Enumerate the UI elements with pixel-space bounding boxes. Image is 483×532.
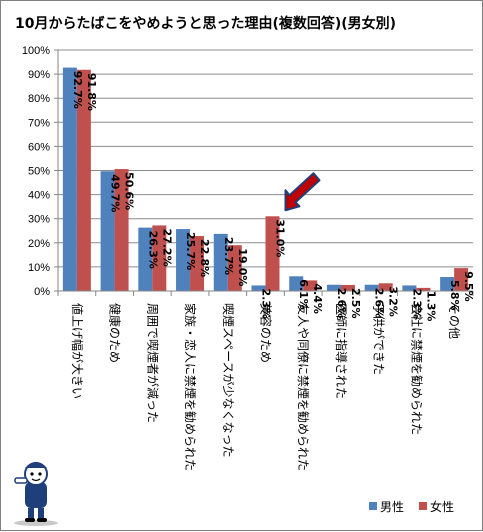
data-label: 92.7% [71,71,84,109]
data-label: 19.0% [236,248,249,286]
bar-male [100,171,115,291]
data-label: 2.6% [335,288,348,319]
legend-label: 女性 [430,499,454,514]
data-label: 1.3% [424,291,437,322]
y-tick-label: 10% [28,262,50,274]
mascot-illustration [14,462,58,526]
data-label: 23.7% [222,237,235,275]
y-tick-label: 50% [28,166,50,178]
bar-male [364,284,379,291]
category-label: 喫煙スペースが少なくなった [221,303,236,458]
highlight-arrow [284,172,321,212]
bar-female [76,69,91,292]
category-labels: 値上げ幅が大きい 健康のため 周囲で喫煙者が減った 家族・恋人に禁煙を勧められた 喫煙ス… [70,303,461,471]
bars [62,67,469,292]
bar-male [62,67,77,291]
y-tick-label: 90% [28,69,50,81]
data-label: 26.3% [146,231,159,269]
y-tick-label: 0% [34,286,50,298]
data-labels: 92.7% 49.7% 26.3% 25.7% 23.7% 2.3% 6.1% 2.6% 2.6… [71,71,475,322]
category-label: 医師に指導された [334,303,349,399]
data-label: 9.5% [462,271,475,302]
bar-female [303,280,318,291]
chart-title: 10月からたばこをやめようと思った理由(複数回答)(男女別) [15,15,396,32]
data-label: 2.3% [410,288,423,319]
data-label: 25.7% [184,232,197,270]
bar-female [416,287,431,291]
bar-female [190,236,205,291]
bar-male [440,277,455,291]
data-label: 5.8% [448,280,461,311]
data-label: 2.6% [373,288,386,319]
y-axis: 0% 10% 20% 30% 40% 50% 60% 70% 80% 90% 100% [22,45,59,298]
data-label: 2.5% [349,288,362,319]
category-label: 美容のため [259,303,274,363]
bar-female [378,283,393,291]
bar-female [152,225,167,291]
y-tick-label: 60% [28,141,50,153]
legend-swatch [369,502,377,510]
y-tick-label: 100% [22,45,50,57]
category-label: 周囲で喫煙者が減った [145,303,160,423]
data-label: 2.3% [260,288,273,319]
bar-female [265,216,280,291]
arrow-shape [284,172,321,212]
bar-male [402,285,417,291]
category-label: その他 [447,303,461,339]
legend-swatch [419,502,427,510]
bar-male [251,285,266,291]
bar-female [114,169,129,291]
y-tick-label: 30% [28,214,50,226]
bar-female [454,268,469,291]
bar-female [340,284,355,291]
bar-female [227,245,242,291]
bar-male [326,284,341,291]
category-label: 友人や同僚に禁煙を勧められた [296,303,311,471]
bar-male [289,276,304,291]
bar-male [138,227,153,291]
data-label: 4.4% [311,283,324,314]
bar-male [176,229,191,291]
data-label: 27.2% [160,228,173,266]
data-label: 3.2% [387,286,400,317]
legend-label: 男性 [380,500,404,514]
x-axis [57,290,474,296]
data-label: 50.6% [123,172,136,210]
category-label: 家族・恋人に禁煙を勧められた [183,303,198,471]
data-label: 22.8% [198,239,211,277]
legend: 男性 女性 [369,499,454,514]
category-label: 健康のため [108,303,123,363]
category-label: 子供ができた [372,303,387,375]
y-tick-label: 20% [28,238,50,250]
data-label: 31.0% [274,219,287,257]
category-label: 会社に禁煙を勧められた [409,303,424,435]
data-label: 6.1% [297,279,310,310]
data-label: 91.8% [85,73,98,111]
data-label: 49.7% [109,174,122,212]
y-tick-label: 70% [28,117,50,129]
bar-male [213,233,228,291]
category-label: 値上げ幅が大きい [70,303,85,399]
y-tick-label: 80% [28,93,50,105]
y-tick-label: 40% [28,190,50,202]
